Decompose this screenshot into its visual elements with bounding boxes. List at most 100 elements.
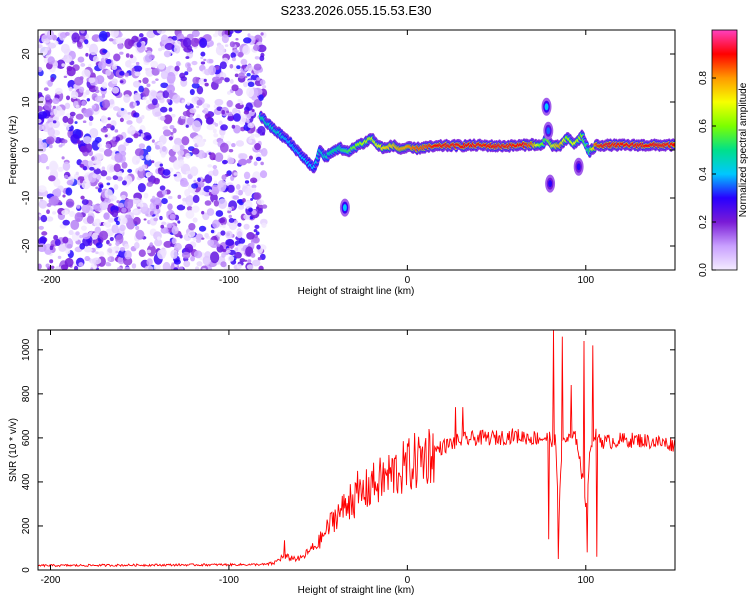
noise-speckle <box>207 69 211 73</box>
noise-speckle <box>82 136 92 144</box>
noise-speckle <box>123 113 132 121</box>
noise-speckle <box>42 34 48 40</box>
noise-speckle <box>234 247 239 252</box>
noise-speckle <box>125 137 133 144</box>
noise-speckle <box>155 78 159 81</box>
noise-speckle <box>232 107 238 115</box>
noise-speckle <box>250 252 256 258</box>
noise-speckle <box>47 127 56 137</box>
noise-speckle <box>257 257 262 261</box>
noise-speckle <box>251 259 261 267</box>
noise-speckle <box>200 56 204 60</box>
noise-speckle <box>172 144 181 153</box>
noise-speckle <box>88 43 99 56</box>
noise-speckle <box>185 170 191 175</box>
noise-speckle <box>38 199 48 209</box>
noise-speckle <box>220 230 226 236</box>
noise-speckle <box>162 129 172 137</box>
noise-speckle <box>145 67 149 72</box>
noise-speckle <box>61 63 66 67</box>
noise-speckle <box>107 117 111 121</box>
noise-speckle <box>94 136 102 143</box>
noise-speckle <box>191 183 199 189</box>
noise-speckle <box>158 167 163 172</box>
noise-speckle <box>124 72 130 77</box>
noise-speckle <box>62 236 69 244</box>
snr-x-tick-label: 100 <box>577 575 594 586</box>
noise-speckle <box>61 156 65 160</box>
noise-speckle <box>173 267 179 270</box>
noise-speckle <box>123 256 133 266</box>
noise-speckle <box>166 71 176 84</box>
noise-speckle <box>146 30 156 39</box>
noise-speckle <box>234 73 239 78</box>
heatmap-feature <box>544 103 549 111</box>
noise-speckle <box>113 184 119 190</box>
noise-speckle <box>38 105 43 112</box>
noise-speckle <box>197 177 201 183</box>
noise-speckle <box>259 170 268 179</box>
noise-speckle <box>123 94 131 103</box>
noise-speckle <box>213 180 218 184</box>
noise-speckle <box>119 80 124 84</box>
noise-speckle <box>48 144 53 149</box>
noise-speckle <box>47 42 57 49</box>
noise-speckle <box>49 245 54 251</box>
noise-speckle <box>235 184 241 190</box>
noise-speckle <box>182 201 187 207</box>
noise-speckle <box>254 224 260 230</box>
noise-speckle <box>235 190 239 195</box>
noise-speckle <box>145 135 152 140</box>
noise-speckle <box>210 229 215 234</box>
noise-speckle <box>115 37 124 45</box>
noise-speckle <box>92 173 97 179</box>
noise-speckle <box>137 183 146 193</box>
noise-speckle <box>159 185 166 191</box>
noise-speckle <box>68 210 76 218</box>
heatmap-y-tick-label: 0 <box>21 147 32 153</box>
noise-speckle <box>214 30 219 34</box>
noise-speckle <box>177 194 182 199</box>
noise-speckle <box>159 163 163 167</box>
noise-speckle <box>227 206 233 211</box>
noise-speckle <box>198 225 207 232</box>
noise-speckle <box>161 189 168 196</box>
noise-speckle <box>221 110 226 115</box>
noise-speckle <box>40 214 48 223</box>
noise-speckle <box>247 259 252 264</box>
noise-speckle <box>76 41 82 48</box>
noise-speckle <box>210 184 220 196</box>
noise-speckle <box>81 100 87 107</box>
noise-speckle <box>38 66 43 73</box>
noise-speckle <box>227 111 233 118</box>
noise-speckle <box>186 101 191 106</box>
noise-speckle <box>107 217 115 223</box>
ridge-cell <box>671 143 675 147</box>
noise-speckle <box>74 212 84 223</box>
noise-speckle <box>91 232 98 240</box>
snr-y-tick-label: 800 <box>21 385 32 402</box>
noise-speckle <box>53 234 59 241</box>
heatmap-y-tick-label: 10 <box>21 96 32 108</box>
noise-speckle <box>206 208 215 216</box>
noise-speckle <box>243 213 252 220</box>
noise-speckle <box>77 56 85 63</box>
noise-speckle <box>65 126 70 131</box>
noise-speckle <box>262 85 267 89</box>
noise-speckle <box>173 259 181 265</box>
noise-speckle <box>109 236 114 242</box>
noise-speckle <box>112 175 119 181</box>
noise-speckle <box>121 207 127 213</box>
noise-speckle <box>261 222 267 228</box>
noise-speckle <box>45 94 51 101</box>
noise-speckle <box>215 210 224 217</box>
noise-speckle <box>158 47 163 52</box>
noise-speckle <box>68 86 73 92</box>
noise-speckle <box>254 133 261 138</box>
noise-speckle <box>154 111 162 117</box>
noise-speckle <box>146 249 152 254</box>
noise-speckle <box>65 187 73 196</box>
noise-speckle <box>253 161 258 166</box>
